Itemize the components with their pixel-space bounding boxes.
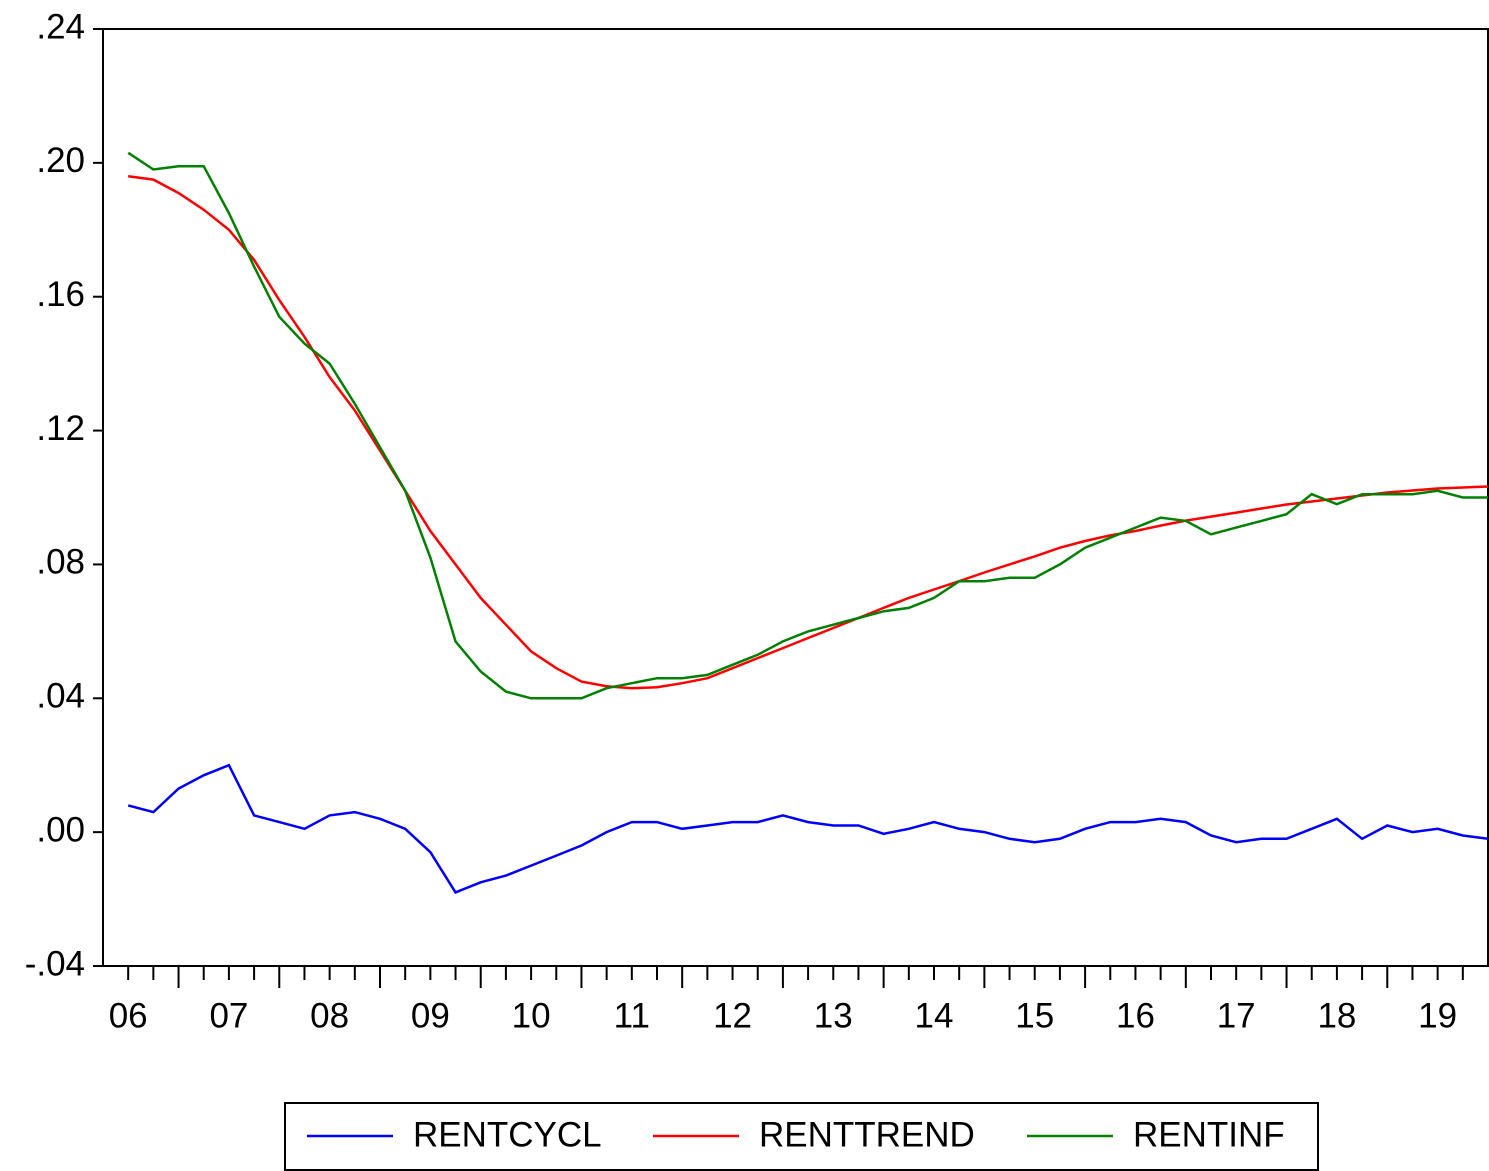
line-series xyxy=(127,151,1488,700)
line-series xyxy=(127,763,1489,894)
legend-box xyxy=(284,1102,1319,1171)
legend-label: RENTINF xyxy=(1133,1115,1285,1154)
x-tick-label: 16 xyxy=(1116,996,1155,1035)
line-series xyxy=(128,174,1489,690)
y-tick-label: .20 xyxy=(36,141,85,180)
x-tick-label: 19 xyxy=(1418,996,1457,1035)
x-tick-label: 06 xyxy=(109,996,148,1035)
x-tick-label: 17 xyxy=(1217,996,1256,1035)
y-tick-label: .08 xyxy=(36,543,85,582)
x-tick-label: 18 xyxy=(1317,996,1356,1035)
legend-label: RENTCYCL xyxy=(413,1115,602,1154)
x-tick-label: 12 xyxy=(713,996,752,1035)
x-tick-label: 10 xyxy=(512,996,551,1035)
x-tick-label: 08 xyxy=(310,996,349,1035)
y-tick-label: .00 xyxy=(36,810,85,849)
legend-label: RENTTREND xyxy=(759,1115,975,1154)
x-tick-label: 07 xyxy=(209,996,248,1035)
x-tick-label: 13 xyxy=(814,996,853,1035)
y-tick-label: .04 xyxy=(36,677,85,716)
y-tick-label: .24 xyxy=(36,7,85,46)
y-tick-label: .16 xyxy=(36,275,85,314)
x-tick-label: 11 xyxy=(614,996,650,1035)
x-tick-label: 09 xyxy=(411,996,450,1035)
y-tick-label: .12 xyxy=(36,409,85,448)
x-tick-label: 15 xyxy=(1015,996,1054,1035)
x-tick-label: 14 xyxy=(915,996,954,1035)
y-tick-label: -.04 xyxy=(25,944,85,983)
